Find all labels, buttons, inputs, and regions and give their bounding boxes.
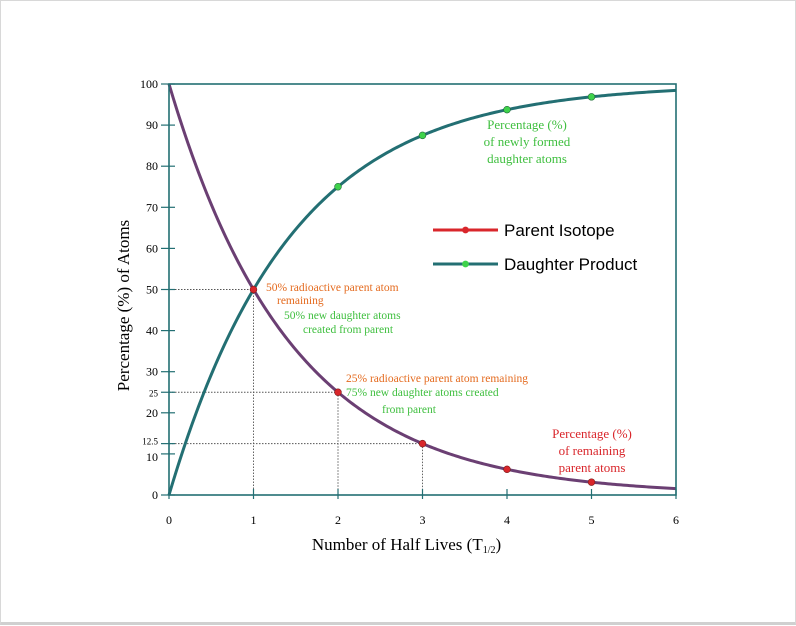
parent-point — [503, 465, 511, 474]
x-tick-label: 4 — [504, 513, 510, 527]
x-tick-label: 0 — [166, 513, 172, 527]
x-tick-label: 5 — [589, 513, 595, 527]
y-tick-label: 0 — [152, 488, 158, 502]
x-axis-title: Number of Half Lives (T1/2) — [312, 535, 501, 556]
half-life-2-daughter-note: 75% new daughter atoms created from paren… — [346, 387, 499, 416]
y-tick-label: 30 — [146, 365, 158, 379]
y-tick-label: 90 — [146, 118, 158, 132]
legend-parent-label: Parent Isotope — [504, 221, 615, 240]
half-life-1-parent-note: 50% radioactive parent atom remaining — [266, 282, 399, 307]
x-tick-label: 3 — [420, 513, 426, 527]
y-tick-label: 100 — [140, 77, 158, 91]
half-life-2-parent-note: 25% radioactive parent atom remaining — [346, 373, 528, 385]
legend-daughter-marker — [462, 260, 469, 268]
parent-point — [418, 439, 427, 448]
y-tick-label: 25 — [149, 388, 159, 398]
x-tick-label: 1 — [251, 513, 257, 527]
y-tick-label: 20 — [146, 406, 158, 420]
chart-text: Number of Half Lives (T1/2) Percentage (%… — [114, 117, 632, 556]
parent-point — [587, 478, 596, 486]
series-markers — [249, 93, 596, 486]
legend-parent-marker — [462, 226, 469, 234]
legend-daughter-label: Daughter Product — [504, 255, 638, 274]
y-tick-label: 80 — [146, 159, 158, 173]
daughter-point — [503, 105, 511, 114]
y-axis-title: Percentage (%) of Atoms — [114, 220, 133, 391]
y-tick-label: 60 — [146, 241, 158, 255]
legend: Parent Isotope Daughter Product — [433, 221, 638, 274]
guide-lines — [169, 289, 423, 495]
daughter-point — [418, 131, 427, 140]
y-tick-label: 10 — [146, 450, 158, 464]
y-tick-label: 50 — [146, 283, 158, 297]
half-life-1-daughter-note: 50% new daughter atoms created from paren… — [284, 310, 401, 336]
daughter-percentage-label: Percentage (%) of newly formed daughter at… — [484, 117, 571, 166]
y-tick-label: 40 — [146, 324, 158, 338]
parent-point — [249, 285, 258, 294]
y-tick-label: 70 — [146, 200, 158, 214]
axes: 0 10 12.5 20 25 30 40 50 60 70 80 90 100 0 1 2 3 4 5 6 — [140, 77, 679, 527]
daughter-point — [587, 93, 596, 101]
parent-point — [334, 388, 342, 396]
x-tick-label: 6 — [673, 513, 679, 527]
y-tick-label: 12.5 — [142, 437, 158, 447]
parent-percentage-label: Percentage (%) of remaining parent atoms — [552, 426, 632, 475]
x-tick-label: 2 — [335, 513, 341, 527]
daughter-point — [334, 183, 342, 191]
